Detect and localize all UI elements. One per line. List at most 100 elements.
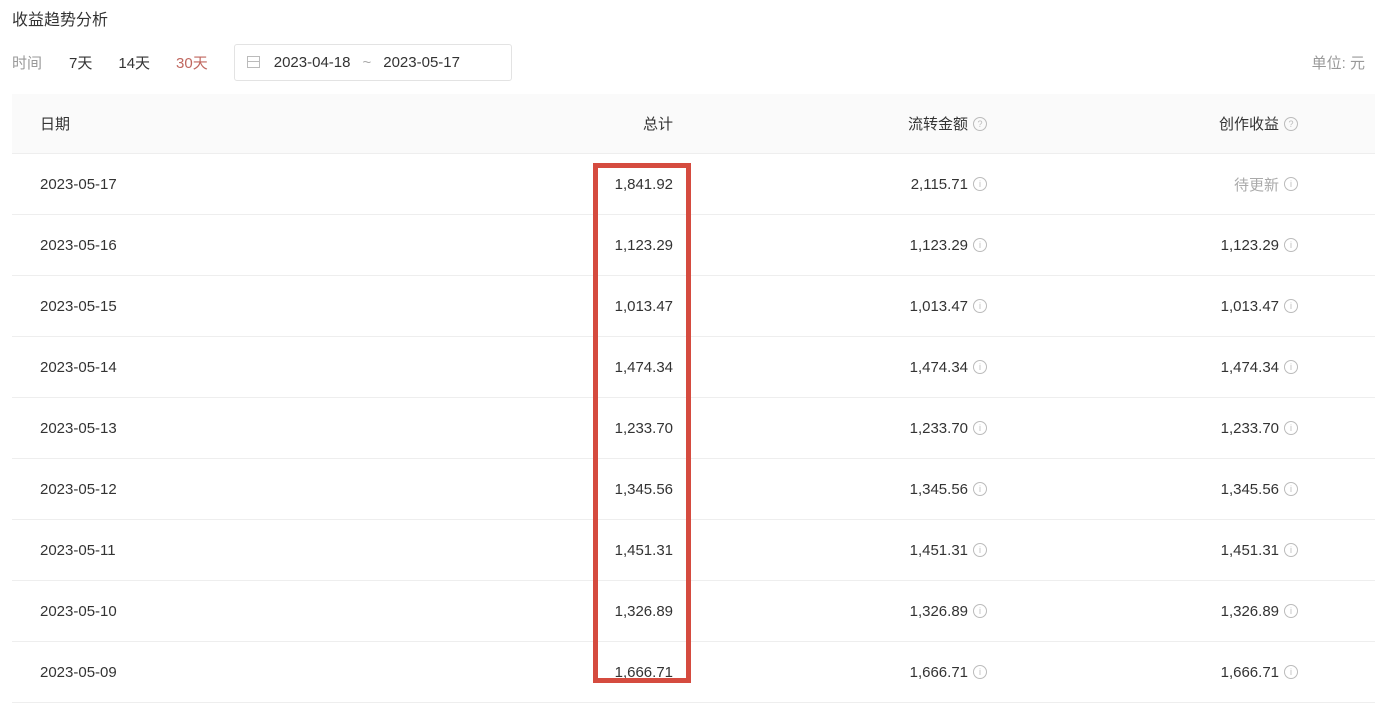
header-total: 总计 xyxy=(642,116,673,133)
creation-value: 1,474.34 xyxy=(1220,358,1279,376)
time-filter: 时间 7天 14天 30天 2023-04-18 ~ 2023-05-17 xyxy=(12,43,512,81)
option-14-days[interactable]: 14天 xyxy=(118,54,151,72)
creation-cell: 待更新 i xyxy=(987,174,1298,195)
info-icon[interactable]: i xyxy=(973,421,987,435)
option-7-days[interactable]: 7天 xyxy=(69,54,93,72)
table-header: 日期 总计 流转金额? 创作收益? xyxy=(12,94,1375,154)
info-icon[interactable]: i xyxy=(1284,543,1298,557)
info-icon[interactable]: i xyxy=(973,299,987,313)
creation-cell: 1,474.34 i xyxy=(987,359,1298,376)
date-cell: 2023-05-11 xyxy=(40,541,116,559)
creation-value: 1,233.70 xyxy=(1220,419,1279,437)
date-range-picker[interactable]: 2023-04-18 ~ 2023-05-17 xyxy=(233,43,512,81)
total-cell: 1,123.29 xyxy=(614,236,673,254)
info-icon[interactable]: i xyxy=(1284,177,1298,191)
date-cell: 2023-05-13 xyxy=(40,419,117,437)
circulation-value: 1,345.56 xyxy=(909,480,968,498)
total-cell: 1,233.70 xyxy=(614,419,673,437)
header-circulation-label: 流转金额 xyxy=(907,116,968,133)
circulation-value: 1,326.89 xyxy=(909,602,968,620)
option-30-days[interactable]: 30天 xyxy=(176,54,208,72)
creation-cell: 1,451.31 i xyxy=(987,542,1298,559)
end-date: 2023-05-17 xyxy=(383,53,460,71)
info-icon[interactable]: i xyxy=(1284,482,1298,496)
time-label: 时间 xyxy=(12,54,43,72)
info-icon[interactable]: i xyxy=(973,360,987,374)
circulation-value: 1,666.71 xyxy=(909,663,968,681)
date-cell: 2023-05-16 xyxy=(40,236,117,254)
circulation-cell: 1,474.34 i xyxy=(673,359,987,376)
info-icon[interactable]: i xyxy=(973,177,987,191)
info-icon[interactable]: i xyxy=(1284,360,1298,374)
info-icon[interactable]: i xyxy=(973,482,987,496)
creation-cell: 1,345.56 i xyxy=(987,481,1298,498)
range-separator: ~ xyxy=(362,53,372,71)
date-cell: 2023-05-17 xyxy=(40,175,117,193)
circulation-cell: 1,326.89 i xyxy=(673,603,987,620)
info-icon[interactable]: i xyxy=(1284,665,1298,679)
circulation-cell: 1,233.70 i xyxy=(673,420,987,437)
info-icon[interactable]: i xyxy=(1284,299,1298,313)
header-date: 日期 xyxy=(40,116,71,133)
date-cell: 2023-05-14 xyxy=(40,358,117,376)
date-cell: 2023-05-15 xyxy=(40,297,117,315)
creation-value: 1,451.31 xyxy=(1220,541,1279,559)
creation-value: 1,013.47 xyxy=(1220,297,1279,315)
circulation-value: 1,451.31 xyxy=(909,541,968,559)
help-icon[interactable]: ? xyxy=(973,116,987,131)
start-date: 2023-04-18 xyxy=(273,53,351,71)
circulation-value: 1,474.34 xyxy=(909,358,968,376)
info-icon[interactable]: i xyxy=(1284,421,1298,435)
table-row: 2023-05-10 1,326.89 1,326.89 i 1,326.89 i xyxy=(12,581,1375,642)
circulation-cell: 1,345.56 i xyxy=(673,481,987,498)
header-creation-label: 创作收益 xyxy=(1218,116,1279,133)
total-cell: 1,841.92 xyxy=(614,175,673,193)
creation-value: 待更新 xyxy=(1233,176,1279,194)
creation-value: 1,326.89 xyxy=(1220,602,1279,620)
creation-value: 1,123.29 xyxy=(1220,236,1279,254)
circulation-cell: 1,123.29 i xyxy=(673,237,987,254)
header-creation: 创作收益? xyxy=(987,113,1298,134)
circulation-value: 1,013.47 xyxy=(909,297,968,315)
circulation-value: 1,233.70 xyxy=(909,419,968,437)
unit-label: 单位: 元 xyxy=(1311,55,1365,72)
creation-cell: 1,013.47 i xyxy=(987,298,1298,315)
page-title: 收益趋势分析 xyxy=(12,12,109,29)
creation-value: 1,666.71 xyxy=(1220,663,1279,681)
info-icon[interactable]: i xyxy=(973,543,987,557)
creation-cell: 1,123.29 i xyxy=(987,237,1298,254)
highlight-box xyxy=(593,163,691,683)
table-row: 2023-05-15 1,013.47 1,013.47 i 1,013.47 i xyxy=(12,276,1375,337)
date-cell: 2023-05-12 xyxy=(40,480,117,498)
info-icon[interactable]: i xyxy=(973,665,987,679)
info-icon[interactable]: i xyxy=(973,604,987,618)
circulation-cell: 1,451.31 i xyxy=(673,542,987,559)
earnings-table: 日期 总计 流转金额? 创作收益? 2023-05-17 1,841.92 2,… xyxy=(12,94,1375,703)
calendar-icon xyxy=(246,56,260,68)
creation-cell: 1,233.70 i xyxy=(987,420,1298,437)
creation-value: 1,345.56 xyxy=(1220,480,1279,498)
date-cell: 2023-05-10 xyxy=(40,602,117,620)
circulation-cell: 1,666.71 i xyxy=(673,664,987,681)
circulation-value: 1,123.29 xyxy=(909,236,968,254)
table-row: 2023-05-13 1,233.70 1,233.70 i 1,233.70 i xyxy=(12,398,1375,459)
creation-cell: 1,666.71 i xyxy=(987,664,1298,681)
header-circulation: 流转金额? xyxy=(673,113,987,134)
total-cell: 1,013.47 xyxy=(614,297,673,315)
circulation-cell: 1,013.47 i xyxy=(673,298,987,315)
table-row: 2023-05-16 1,123.29 1,123.29 i 1,123.29 i xyxy=(12,215,1375,276)
date-cell: 2023-05-09 xyxy=(40,663,117,681)
total-cell: 1,345.56 xyxy=(614,480,673,498)
creation-cell: 1,326.89 i xyxy=(987,603,1298,620)
info-icon[interactable]: i xyxy=(1284,238,1298,252)
circulation-cell: 2,115.71 i xyxy=(673,176,987,193)
table-row: 2023-05-12 1,345.56 1,345.56 i 1,345.56 i xyxy=(12,459,1375,520)
help-icon[interactable]: ? xyxy=(1284,116,1298,131)
circulation-value: 2,115.71 xyxy=(910,175,968,193)
table-row: 2023-05-14 1,474.34 1,474.34 i 1,474.34 i xyxy=(12,337,1375,398)
info-icon[interactable]: i xyxy=(973,238,987,252)
table-row: 2023-05-17 1,841.92 2,115.71 i 待更新 i xyxy=(12,154,1375,215)
table-row: 2023-05-11 1,451.31 1,451.31 i 1,451.31 i xyxy=(12,520,1375,581)
info-icon[interactable]: i xyxy=(1284,604,1298,618)
total-cell: 1,474.34 xyxy=(614,358,673,376)
